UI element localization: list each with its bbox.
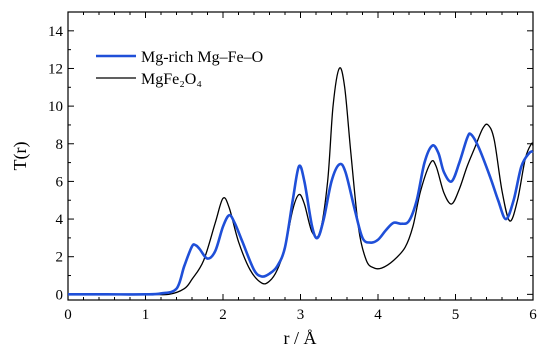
series-lines <box>68 67 534 296</box>
x-tick-label: 3 <box>297 307 305 323</box>
x-tick-label: 4 <box>374 307 382 323</box>
y-tick-label: 12 <box>48 61 63 77</box>
x-tick-label: 5 <box>452 307 460 323</box>
series-line-mg-rich <box>68 132 534 296</box>
y-axis-label: T(r) <box>10 142 31 171</box>
x-axis-label: r / Å <box>284 328 317 348</box>
ticks <box>67 11 534 300</box>
x-tick-label: 6 <box>529 307 537 323</box>
y-tick-label: 8 <box>56 137 64 153</box>
y-tick-label: 2 <box>56 250 64 266</box>
legend-label-mgfe2o4: MgFe₂O₄ <box>141 71 202 88</box>
y-tick-label: 0 <box>56 287 64 303</box>
x-tick-label: 1 <box>142 307 150 323</box>
x-tick-label: 2 <box>219 307 227 323</box>
y-tick-label: 4 <box>56 212 64 228</box>
y-tick-label: 6 <box>56 174 64 190</box>
plot-frame <box>67 11 534 301</box>
legend: Mg-rich Mg–Fe–O MgFe₂O₄ <box>96 49 263 88</box>
series-line-mgfe2o4 <box>68 67 534 296</box>
x-tick-label: 0 <box>64 307 72 323</box>
y-tick-label: 14 <box>48 24 64 40</box>
legend-label-mg-rich: Mg-rich Mg–Fe–O <box>141 49 263 66</box>
y-tick-label: 10 <box>48 99 63 115</box>
